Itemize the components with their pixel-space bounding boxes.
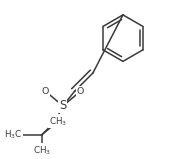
Text: O: O [77,87,84,96]
Text: O: O [42,87,49,96]
Text: H$_3$C: H$_3$C [4,129,22,141]
Text: CH$_3$: CH$_3$ [33,144,51,157]
Text: NH: NH [48,117,62,126]
Text: CH$_3$: CH$_3$ [49,115,67,128]
Text: S: S [59,99,67,112]
